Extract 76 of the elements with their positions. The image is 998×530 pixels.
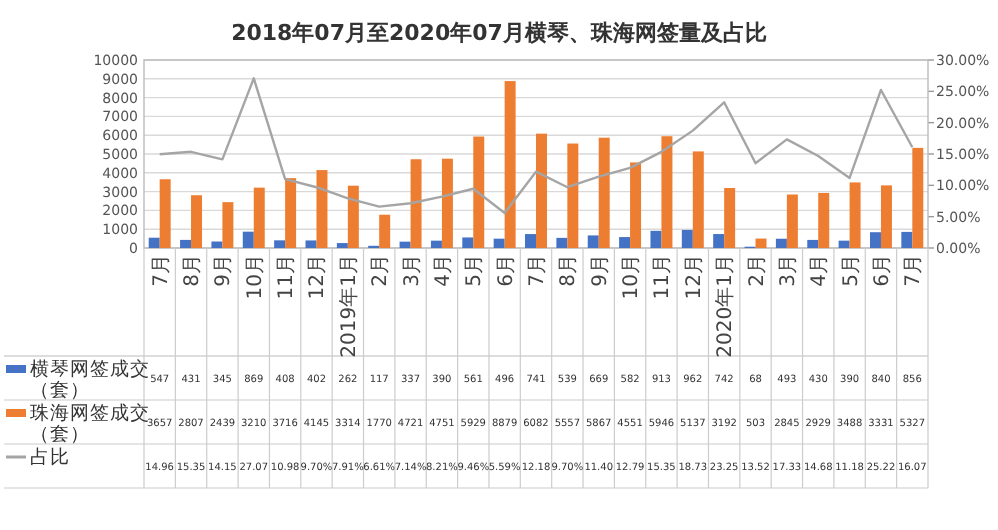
bar (211, 241, 223, 248)
bar (661, 136, 673, 248)
x-tick-label: 3月 (777, 254, 800, 287)
x-tick-label: 9月 (213, 254, 236, 287)
bar (692, 151, 704, 248)
bar (818, 192, 830, 248)
bar (441, 158, 453, 248)
bar (630, 162, 642, 248)
bar (807, 239, 819, 248)
bar (493, 238, 505, 248)
x-tick-label: 7月 (527, 254, 549, 287)
legend-label: 占比 (30, 445, 70, 469)
bar (912, 147, 924, 248)
x-tick-label: 6月 (871, 254, 894, 287)
x-tick-label: 12月 (683, 254, 706, 300)
chart-title: 2018年07月至2020年07月横琴、珠海网签量及占比 (231, 20, 767, 46)
x-tick-label: 6月 (495, 254, 518, 287)
bar (430, 240, 442, 248)
x-tick-label: 10月 (244, 254, 267, 300)
bar (587, 235, 599, 248)
bar (724, 187, 736, 248)
bar (242, 231, 254, 248)
x-tick-label: 12月 (307, 254, 330, 300)
bar (838, 240, 850, 248)
x-tick-label: 5月 (840, 254, 863, 287)
bar (901, 231, 913, 248)
bar (713, 234, 725, 248)
x-tick-label: 8月 (558, 254, 581, 287)
x-tick-label: 9月 (589, 254, 612, 287)
bar (274, 240, 286, 248)
x-tick-label: 4月 (432, 254, 455, 287)
bar (598, 137, 610, 248)
bar (253, 187, 265, 248)
x-tick-label: 8月 (182, 254, 205, 287)
bar (305, 240, 317, 248)
x-tick-label: 11月 (652, 254, 675, 300)
bar (379, 214, 391, 248)
legend-label: 横琴网签成交（套） (30, 357, 150, 402)
bar (650, 230, 662, 248)
bar (473, 136, 485, 248)
bar (285, 178, 297, 248)
bar (148, 237, 160, 248)
bar (410, 159, 422, 248)
bar (399, 241, 411, 248)
bar (681, 229, 693, 248)
bar (462, 237, 474, 248)
bar (567, 143, 579, 248)
x-tick-label: 7月 (903, 254, 926, 287)
x-tick-label: 2020年1月 (713, 254, 738, 358)
x-tick-label: 2月 (746, 254, 769, 287)
bar (786, 194, 798, 248)
bar (316, 170, 328, 248)
x-tick-label: 2月 (370, 254, 393, 287)
legend-label: 珠海网签成交（套） (30, 401, 150, 446)
bar (869, 232, 881, 248)
bar (849, 182, 861, 248)
bar (222, 202, 234, 248)
line-series (158, 77, 914, 215)
x-tick-label: 2019年1月 (336, 254, 361, 358)
bar (775, 238, 787, 248)
x-tick-label: 7月 (150, 254, 173, 287)
bar (347, 185, 359, 248)
x-tick-label: 11月 (276, 254, 299, 300)
x-tick-label: 5月 (464, 254, 487, 287)
bar (536, 133, 547, 248)
bar (525, 234, 536, 248)
bar (880, 185, 892, 248)
bar (159, 179, 171, 248)
x-tick-label: 10月 (621, 254, 644, 300)
x-tick-label: 3月 (401, 254, 424, 287)
x-tick-label: 4月 (809, 254, 832, 287)
bar (180, 239, 192, 248)
bar (619, 237, 631, 248)
bar (556, 237, 568, 248)
bar (191, 195, 203, 248)
bar (504, 81, 516, 248)
